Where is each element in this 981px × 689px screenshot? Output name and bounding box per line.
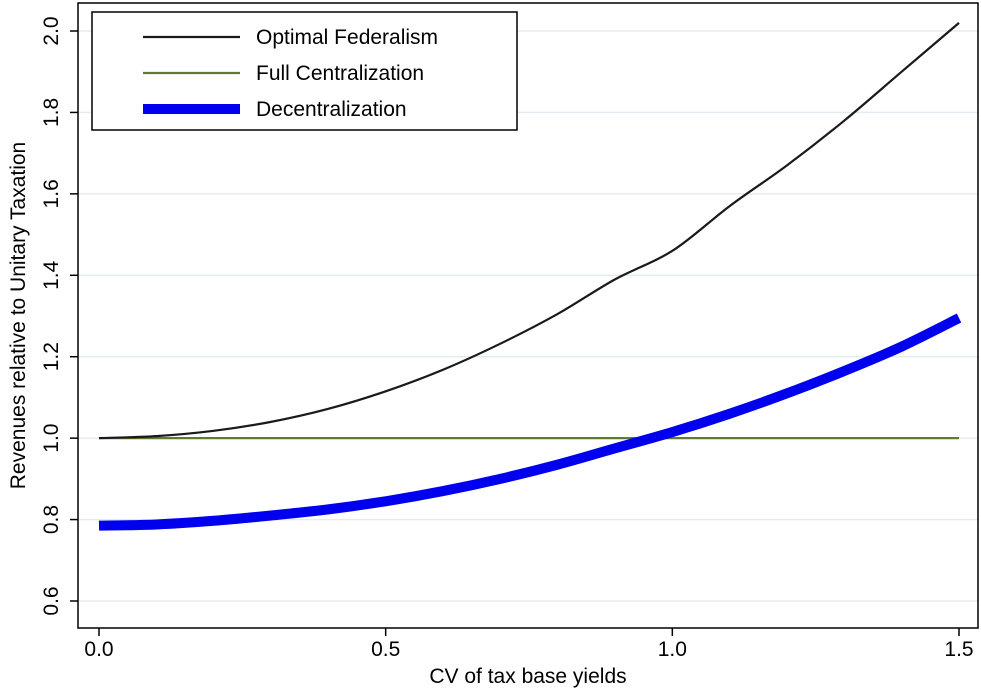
- series-layer: [98, 22, 962, 531]
- x-tick-label: 1.0: [658, 638, 687, 661]
- series-line-optimal-federalism: [98, 22, 960, 440]
- x-tick-label: 1.5: [944, 638, 973, 661]
- legend-label-full-centralization: Full Centralization: [256, 62, 424, 85]
- y-axis-label: Revenues relative to Unitary Taxation: [7, 142, 30, 489]
- series-line-decentralization: [98, 313, 962, 531]
- legend-label-decentralization: Decentralization: [256, 98, 407, 121]
- x-tick-label: 0.0: [84, 638, 113, 661]
- y-tick-label: 0.8: [40, 505, 63, 534]
- legend: Optimal Federalism Full Centralization Dec…: [91, 11, 518, 131]
- legend-label-optimal-federalism: Optimal Federalism: [256, 26, 438, 49]
- x-axis-label: CV of tax base yields: [429, 665, 626, 688]
- y-tick-label: 2.0: [40, 16, 63, 45]
- y-tick-label: 0.6: [40, 586, 63, 615]
- y-tick-label: 1.8: [40, 98, 63, 127]
- tick-layer: 0.0 0.5 1.0 1.5 0.6 0.8 1.0 1.2 1.4 1.6 1.8 2.0: [40, 16, 974, 661]
- plot-area-frame: [77, 2, 979, 629]
- x-tick-label: 0.5: [371, 638, 400, 661]
- y-tick-label: 1.0: [40, 424, 63, 453]
- y-tick-label: 1.6: [40, 179, 63, 208]
- y-tick-label: 1.4: [40, 260, 63, 290]
- y-tick-label: 1.2: [40, 342, 63, 371]
